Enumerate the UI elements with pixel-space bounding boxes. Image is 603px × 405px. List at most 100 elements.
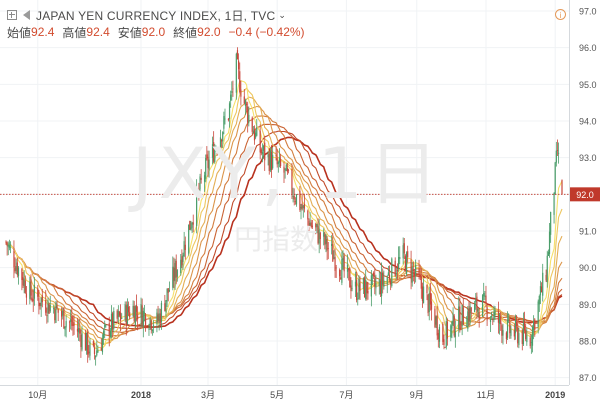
candle (176, 269, 178, 282)
candle (232, 80, 234, 97)
candle (191, 221, 193, 234)
candle (550, 211, 552, 243)
candle (399, 246, 401, 265)
candle (188, 224, 190, 256)
candle (6, 241, 8, 256)
candle (25, 286, 28, 305)
candle (105, 323, 107, 328)
candle (317, 218, 319, 245)
candle (452, 307, 454, 326)
candle (319, 231, 321, 250)
candle (365, 269, 367, 301)
candle (379, 272, 382, 297)
y-tick-label: 95.0 (579, 80, 597, 90)
candle (413, 268, 416, 284)
candle (506, 311, 509, 341)
candle (410, 250, 412, 290)
candle (362, 277, 365, 294)
candle (49, 295, 51, 313)
candle (539, 280, 542, 305)
candle (53, 305, 55, 314)
candle (492, 317, 494, 326)
candle (203, 171, 206, 192)
info-icon[interactable]: i (555, 9, 566, 20)
candle (127, 301, 130, 316)
candle (213, 131, 215, 163)
expand-icon[interactable] (7, 10, 17, 20)
candle (466, 316, 468, 327)
candle (513, 323, 515, 341)
candle (458, 296, 460, 337)
candle (555, 141, 557, 167)
candle (374, 268, 376, 295)
candle (238, 53, 240, 80)
candle (24, 275, 26, 294)
candle (391, 257, 393, 288)
candle (165, 300, 167, 318)
y-tick-label: 97.0 (579, 7, 597, 17)
candle (478, 307, 480, 328)
chevron-down-icon[interactable]: ⌄ (278, 9, 286, 20)
candle (72, 315, 74, 336)
candle (404, 254, 407, 272)
candle (470, 306, 472, 319)
candle (102, 328, 105, 345)
candle (39, 302, 41, 310)
candle (453, 314, 455, 338)
candle (17, 265, 20, 285)
x-tick-label: 3月 (201, 390, 215, 400)
candle (294, 197, 296, 205)
x-tick-label: 9月 (410, 390, 424, 400)
candle (286, 163, 289, 175)
y-tick-label: 93.0 (579, 153, 597, 163)
candle (537, 299, 539, 334)
candle (382, 268, 384, 294)
candle (64, 326, 66, 337)
candle (446, 318, 448, 346)
candle (173, 257, 175, 289)
candle (327, 241, 329, 260)
candle (357, 292, 359, 306)
open-label: 始値 (7, 25, 32, 40)
candle (476, 292, 478, 320)
candle (500, 311, 502, 331)
candle (341, 251, 343, 286)
candle (518, 327, 520, 349)
candle (87, 329, 89, 363)
candle (300, 203, 302, 220)
candle (54, 306, 56, 324)
high-label: 高値 (62, 25, 87, 40)
candle (168, 281, 170, 293)
low-label: 安値 (117, 25, 142, 40)
candle (278, 148, 281, 168)
last-price-marker (570, 187, 600, 202)
candle (303, 193, 306, 213)
candle (502, 323, 504, 345)
candle (426, 284, 428, 301)
candle (295, 193, 298, 207)
candle (144, 313, 147, 332)
candle (501, 323, 503, 344)
candle (395, 267, 397, 280)
candle (30, 274, 32, 301)
candle (356, 271, 358, 303)
flag-icon[interactable] (23, 10, 30, 20)
candle (55, 300, 57, 323)
candle (167, 288, 169, 302)
candle (325, 233, 327, 253)
symbol-title[interactable]: JAPAN YEN CURRENCY INDEX, 1日, TVC (36, 8, 276, 23)
candle (293, 188, 295, 206)
candle (517, 320, 519, 348)
ohlc-row: 始値 92.4 高値 92.4 安値 92.0 終値 92.0 −0.4 (−0… (7, 24, 305, 40)
candle (63, 307, 65, 330)
candle (486, 303, 488, 326)
candle (438, 324, 441, 349)
candle (133, 300, 135, 322)
candle (412, 261, 414, 282)
candle (7, 241, 9, 256)
chart-header: JAPAN YEN CURRENCY INDEX, 1日, TVC ⌄ 始値 9… (0, 0, 560, 44)
candle (375, 274, 377, 296)
candle (256, 118, 258, 137)
candle (134, 305, 136, 328)
